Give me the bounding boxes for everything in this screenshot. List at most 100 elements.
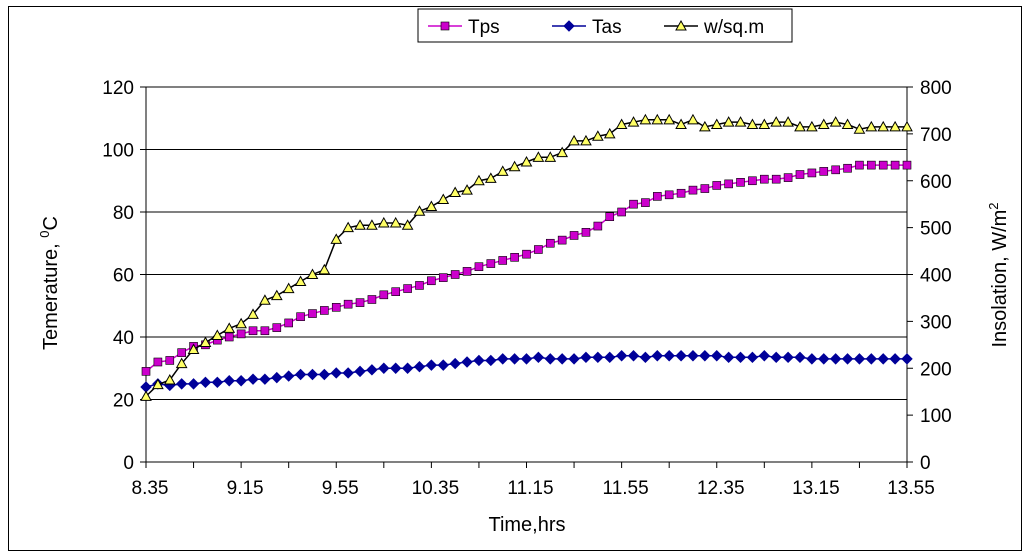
data-point [639,351,652,364]
data-point [853,123,866,134]
data-point [841,353,854,365]
data-point [355,298,365,307]
data-point [877,353,889,365]
data-point [770,351,782,364]
data-point [675,118,687,129]
data-point [855,160,864,170]
data-point [236,329,246,339]
legend-label: Tas [592,17,622,38]
data-point [817,118,830,129]
data-point [700,184,710,193]
data-point [603,127,616,139]
x-tick-label: 10.35 [412,478,460,499]
chart-frame [8,6,1022,551]
data-point [746,118,759,129]
data-point [259,294,271,305]
data-point [676,188,686,198]
y-tick-label: 20 [113,391,134,412]
data-point [699,350,711,362]
data-point [865,120,878,132]
legend-marker [440,21,450,31]
data-point [748,176,757,186]
data-point [342,221,354,233]
y2-tick-label: 500 [920,219,952,240]
data-point [675,350,687,362]
data-point [592,351,604,364]
data-point [807,168,817,178]
data-point [568,134,580,146]
data-point [878,160,888,170]
data-point [711,350,723,362]
data-point [427,276,436,286]
series-line [145,164,907,372]
data-point [449,186,462,197]
data-point [724,179,733,189]
data-point [508,353,521,365]
y2-tick-label: 400 [920,266,952,287]
data-point [485,354,497,367]
data-point [652,192,662,201]
data-point [379,290,389,300]
y2-axis-label: Insolation, W/m2 [986,202,1011,347]
legend-item: Tps [428,17,500,38]
data-point [401,219,414,230]
data-point [843,163,852,173]
legend-marker [675,19,687,31]
data-point [806,120,818,132]
data-point [438,273,448,282]
data-point [782,116,794,127]
data-point [294,275,307,287]
data-point [545,238,555,248]
data-point [736,178,745,187]
data-point [211,329,224,340]
data-point [651,350,664,362]
data-point [259,373,271,385]
data-point [746,351,759,364]
data-point [556,353,568,365]
data-point [199,336,212,347]
data-point [758,118,771,129]
y-tick-label: 0 [123,453,134,474]
data-point [829,353,842,365]
data-point [532,351,545,364]
data-point [294,368,307,381]
data-point [296,312,305,321]
data-point [819,167,829,176]
data-point [271,371,283,384]
data-point [581,228,591,237]
data-point [306,268,319,279]
y-tick-label: 100 [102,141,134,162]
data-point [391,287,401,296]
data-point [389,216,402,228]
x-tick-label: 11.15 [507,478,553,499]
data-point [889,120,901,132]
data-point [320,306,329,315]
series-w-sq-m [140,113,913,401]
data-point [627,116,640,127]
data-point [556,146,569,158]
y-tick-label: 60 [113,266,134,287]
data-point [604,351,616,364]
data-point [877,120,890,132]
data-point [199,376,212,389]
data-point [615,118,628,129]
data-point [794,120,806,132]
data-point [153,357,163,367]
data-point [306,368,319,381]
data-point [557,235,567,245]
data-point [330,367,342,379]
data-point [663,350,675,362]
data-point [318,263,331,275]
data-point [544,151,557,162]
y2-tick-label: 200 [920,359,952,380]
data-point [282,370,295,382]
data-point [795,170,805,179]
x-tick-label: 11.55 [603,478,649,499]
data-point [342,367,354,379]
data-point [841,118,854,129]
data-point [248,326,258,336]
data-point [627,350,640,362]
data-point [272,323,282,332]
data-point [580,351,592,364]
